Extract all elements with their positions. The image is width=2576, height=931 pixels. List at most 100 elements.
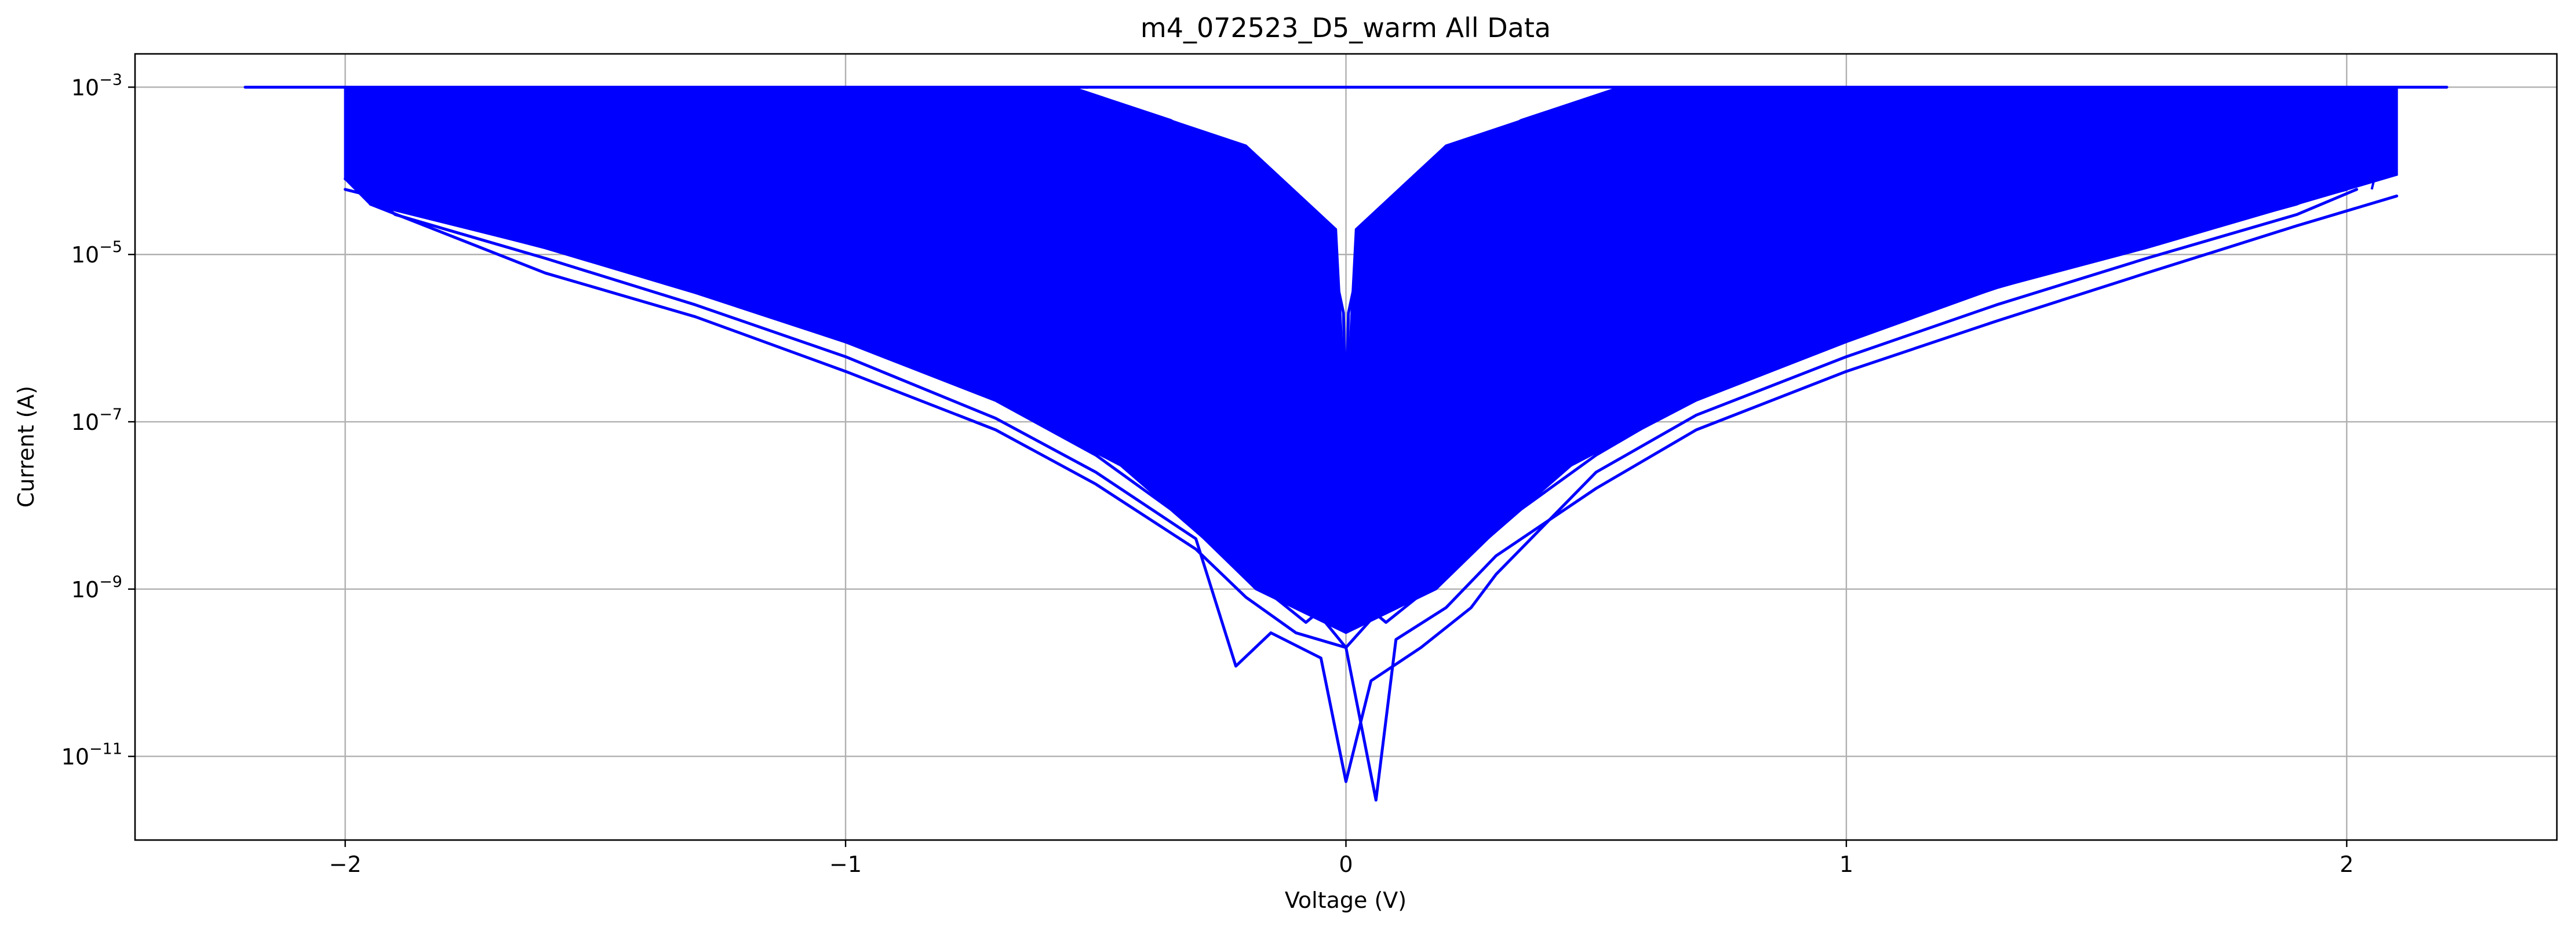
switching-line [1950, 86, 1977, 113]
switching-line [2055, 86, 2083, 123]
switching-line [764, 86, 792, 110]
switching-line [2038, 86, 2065, 122]
switching-line [1810, 86, 1837, 101]
switching-line [677, 86, 704, 119]
switching-line [887, 86, 914, 100]
switching-line [730, 86, 757, 114]
series-line-5 [494, 202, 2198, 591]
chart-title: m4_072523_D5_warm All Data [1141, 12, 1551, 43]
switching-line [2213, 86, 2240, 147]
switching-line [1776, 86, 1802, 99]
switching-line [1985, 86, 2013, 116]
switching-line [344, 86, 371, 190]
switching-line [782, 86, 809, 108]
series-line-6 [694, 194, 1998, 532]
series-line-9 [1069, 86, 1623, 409]
y-tick-exponent: −3 [99, 71, 122, 89]
switching-line [923, 86, 949, 98]
x-tick-label: 2 [2340, 852, 2353, 877]
switching-line [2265, 86, 2293, 158]
switching-line [571, 86, 599, 133]
switching-line [449, 86, 477, 156]
switching-line [2370, 86, 2398, 190]
switching-line [2108, 86, 2136, 130]
switching-line [2090, 86, 2118, 127]
switching-line [379, 86, 407, 177]
switching-line [361, 86, 389, 184]
series-line-3 [369, 194, 2399, 802]
y-tick-base: 10 [71, 242, 99, 268]
y-tick-exponent: −9 [99, 573, 122, 591]
y-tick-base: 10 [61, 744, 89, 770]
switching-line [2230, 86, 2258, 150]
y-tick-label: 10−3 [71, 71, 122, 100]
y-tick-exponent: −5 [99, 238, 122, 256]
switching-line [484, 86, 512, 148]
switching-line [414, 86, 442, 166]
switching-line [1863, 86, 1890, 105]
switching-line [2020, 86, 2047, 119]
switching-line [537, 86, 564, 138]
switching-line [835, 86, 862, 104]
switching-line [2160, 86, 2188, 137]
x-tick-label: 0 [1339, 852, 1353, 877]
switching-line [2318, 86, 2345, 173]
series-group [243, 86, 2449, 802]
switching-line [905, 86, 931, 99]
y-tick-label: 10−11 [61, 740, 122, 770]
switching-line [712, 86, 739, 115]
switching-line [660, 86, 687, 121]
switching-line [624, 86, 651, 125]
x-axis-label: Voltage (V) [1285, 888, 1407, 913]
switching-line [554, 86, 582, 135]
switching-line [1968, 86, 1995, 114]
y-tick-label: 10−5 [71, 238, 122, 268]
switching-line [2073, 86, 2100, 125]
switching-line [1933, 86, 1960, 111]
series-line-2 [354, 182, 2359, 783]
switching-line [1828, 86, 1854, 103]
switching-line [2195, 86, 2223, 143]
switching-line [431, 86, 459, 160]
switching-line [852, 86, 879, 103]
switching-line [2353, 86, 2381, 184]
switching-line [2300, 86, 2328, 167]
switching-line [747, 86, 774, 112]
switching-line [1793, 86, 1820, 100]
y-tick-exponent: −7 [99, 406, 122, 423]
switching-line [467, 86, 494, 152]
switching-line [1758, 86, 1784, 98]
switching-line [519, 86, 546, 141]
y-tick-base: 10 [71, 75, 99, 100]
switching-line [2248, 86, 2276, 154]
switching-line [817, 86, 844, 105]
y-tick-base: 10 [71, 577, 99, 603]
series-line-7 [894, 169, 1798, 467]
switching-line [589, 86, 617, 130]
switching-line [1881, 86, 1907, 107]
switching-line [2125, 86, 2153, 132]
x-tick-label: 1 [1839, 852, 1853, 877]
series-line-4 [344, 188, 2348, 649]
y-tick-label: 10−7 [71, 406, 122, 435]
switching-line [642, 86, 669, 123]
switching-line [501, 86, 529, 144]
y-tick-label: 10−9 [71, 573, 122, 603]
x-tick-label: −2 [329, 852, 362, 877]
switching-line [2335, 86, 2363, 178]
switching-line [1845, 86, 1872, 104]
switching-line [2178, 86, 2206, 140]
switching-line [694, 86, 722, 117]
x-tick-label: −1 [829, 852, 862, 877]
switching-line [396, 86, 424, 171]
y-tick-exponent: −11 [89, 740, 122, 758]
switching-line [607, 86, 634, 127]
switching-line [870, 86, 897, 101]
switching-line [2003, 86, 2030, 118]
switching-line [1898, 86, 1925, 108]
switching-line [2143, 86, 2170, 135]
switching-line [1915, 86, 1943, 109]
switching-line [2283, 86, 2311, 162]
